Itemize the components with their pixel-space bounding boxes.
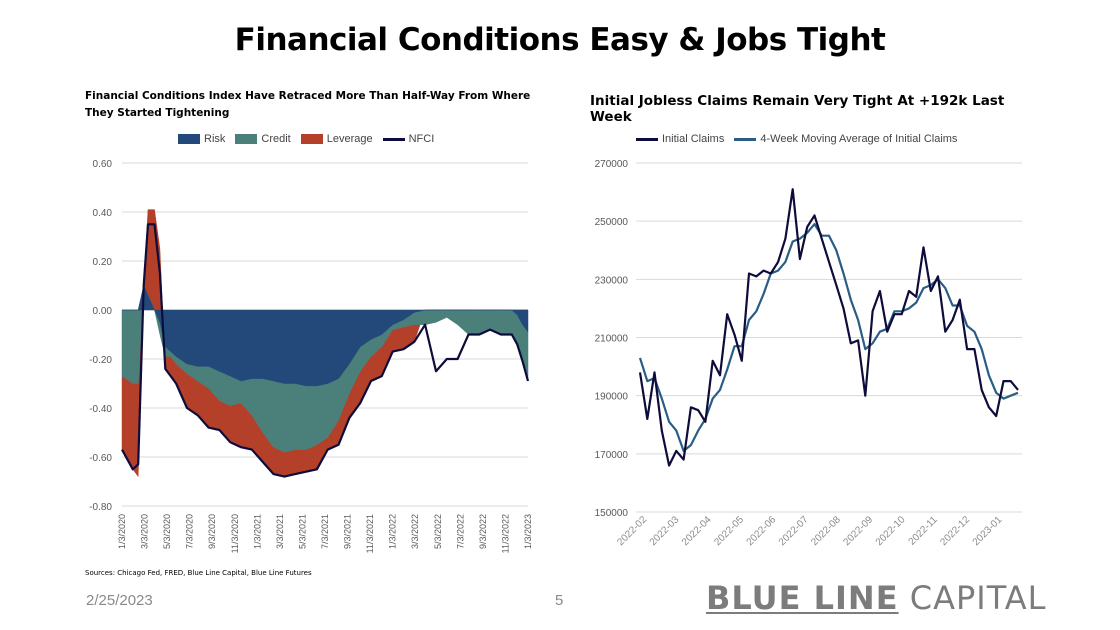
claims-legend: Initial Claims 4-Week Moving Average of … xyxy=(636,133,957,145)
claims-x-tick-label: 2022-09 xyxy=(841,514,875,548)
slide-title: Financial Conditions Easy & Jobs Tight xyxy=(234,22,886,58)
legend-item-leverage: Leverage xyxy=(300,133,373,145)
nfci-x-tick-label: 7/3/2020 xyxy=(185,514,195,549)
sources-note: Sources: Chicago Fed, FRED, Blue Line Ca… xyxy=(85,569,312,577)
legend-item-risk: Risk xyxy=(178,133,225,145)
nfci-x-tick-label: 11/3/2021 xyxy=(365,514,375,553)
nfci-y-tick-label: 0.60 xyxy=(93,159,113,170)
nfci-x-tick-label: 3/3/2020 xyxy=(140,514,150,549)
legend-label-nfci: NFCI xyxy=(408,133,435,145)
legend-item-nfci: NFCI xyxy=(382,133,435,145)
legend-label-leverage: Leverage xyxy=(326,133,373,145)
nfci-x-tick-label: 7/3/2022 xyxy=(455,514,465,549)
claims-x-tick-label: 2023-01 xyxy=(971,514,1005,548)
claims-x-tick-label: 2022-02 xyxy=(615,514,649,548)
nfci-y-tick-label: 0.40 xyxy=(93,208,113,219)
claims-y-tick-label: 170000 xyxy=(595,450,629,461)
claims-x-tick-label: 2022-05 xyxy=(712,514,746,548)
nfci-chart-title: Financial Conditions Index Have Retraced… xyxy=(85,90,531,119)
nfci-line xyxy=(121,223,530,478)
legend-label-moving-average: 4-Week Moving Average of Initial Claims xyxy=(760,133,958,145)
claims-line xyxy=(638,188,1019,467)
nfci-x-tick-label: 3/3/2022 xyxy=(410,514,420,549)
nfci-x-tick-label: 11/3/2020 xyxy=(230,514,240,553)
legend-swatch-risk xyxy=(178,134,200,144)
claims-chart-title: Initial Jobless Claims Remain Very Tight… xyxy=(590,93,1005,125)
claims-x-tick-label: 2022-11 xyxy=(907,514,941,548)
page-number: 5 xyxy=(555,592,564,609)
legend-label-credit: Credit xyxy=(261,133,291,145)
nfci-y-tick-label: -0.60 xyxy=(89,453,112,464)
claims-x-tick-label: 2022-10 xyxy=(874,514,908,548)
nfci-y-tick-label: 0.00 xyxy=(93,306,113,317)
nfci-area-risk xyxy=(122,284,529,387)
claims-y-tick-label: 150000 xyxy=(595,508,629,519)
claims-y-tick-label: 210000 xyxy=(595,334,629,345)
claims-x-tick-label: 2022-12 xyxy=(938,514,972,548)
claims-x-tick-label: 2022-03 xyxy=(648,514,682,548)
claims-x-tick-label: 2022-07 xyxy=(777,514,811,548)
nfci-x-tick-label: 5/3/2021 xyxy=(297,514,307,549)
legend-swatch-initial-claims xyxy=(636,137,658,141)
nfci-x-tick-label: 3/3/2021 xyxy=(275,514,285,549)
nfci-x-tick-label: 1/3/2020 xyxy=(117,514,127,549)
nfci-y-tick-label: 0.20 xyxy=(93,257,113,268)
claims-x-tick-label: 2022-06 xyxy=(745,514,779,548)
legend-item-initial-claims: Initial Claims xyxy=(636,133,724,145)
legend-swatch-credit xyxy=(235,134,258,144)
nfci-x-tick-label: 9/3/2021 xyxy=(343,514,353,549)
nfci-y-tick-label: -0.20 xyxy=(89,355,112,366)
nfci-y-tick-label: -0.80 xyxy=(89,502,112,513)
nfci-legend: Risk Credit Leverage NFCI xyxy=(178,133,434,145)
legend-label-risk: Risk xyxy=(204,133,226,145)
nfci-x-tick-label: 11/3/2022 xyxy=(500,514,510,553)
nfci-x-tick-label: 5/3/2022 xyxy=(433,514,443,549)
legend-swatch-leverage xyxy=(300,134,323,144)
claims-y-tick-label: 230000 xyxy=(595,275,629,286)
legend-label-initial-claims: Initial Claims xyxy=(662,133,725,145)
nfci-x-tick-label: 9/3/2022 xyxy=(478,514,488,549)
nfci-x-tick-label: 1/3/2021 xyxy=(252,514,262,549)
legend-swatch-nfci xyxy=(382,137,405,141)
nfci-x-tick-label: 1/3/2023 xyxy=(523,514,533,549)
claims-y-tick-label: 190000 xyxy=(595,392,629,403)
legend-item-credit: Credit xyxy=(235,133,291,145)
claims-y-tick-label: 250000 xyxy=(595,217,629,228)
brand-logo: BLUE LINE CAPITAL xyxy=(706,579,1046,617)
legend-swatch-moving-average xyxy=(734,137,757,141)
claims-moving-average-line xyxy=(638,223,1019,452)
legend-item-moving-average: 4-Week Moving Average of Initial Claims xyxy=(734,133,957,145)
nfci-y-tick-label: -0.40 xyxy=(89,404,112,415)
nfci-x-tick-label: 7/3/2021 xyxy=(320,514,330,549)
brand-name-bold: BLUE LINE xyxy=(706,579,899,617)
nfci-x-tick-label: 9/3/2020 xyxy=(207,514,217,549)
nfci-x-tick-label: 1/3/2022 xyxy=(388,514,398,549)
claims-x-tick-label: 2022-04 xyxy=(680,514,714,548)
brand-name-light: CAPITAL xyxy=(909,579,1047,617)
claims-x-tick-label: 2022-08 xyxy=(809,514,843,548)
nfci-x-tick-label: 5/3/2020 xyxy=(162,514,172,549)
claims-y-tick-label: 270000 xyxy=(595,159,629,170)
slide-date: 2/25/2023 xyxy=(86,592,153,609)
